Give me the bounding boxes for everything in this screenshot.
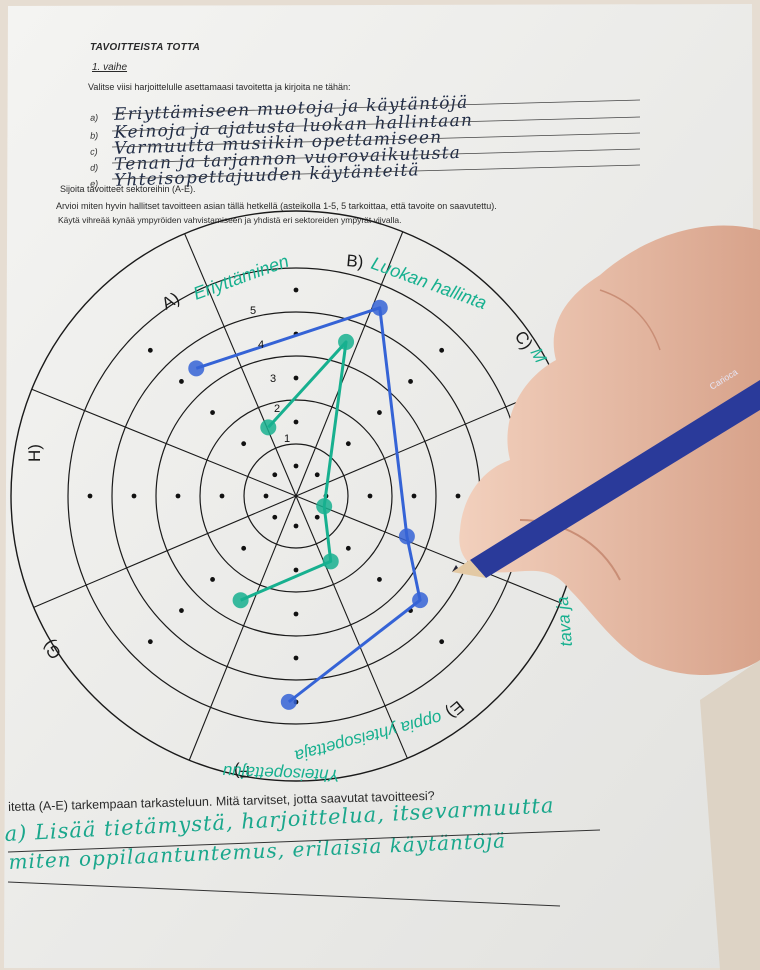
wheel-spoke: [33, 495, 297, 608]
scale-dot: [411, 493, 417, 499]
scale-dot: [219, 493, 225, 499]
scale-dot: [293, 419, 299, 425]
scale-dot: [147, 347, 153, 353]
scale-dot: [87, 493, 93, 499]
scale-dot: [293, 463, 299, 469]
blue-pen: [452, 380, 760, 578]
scale-dot: [367, 493, 373, 499]
scale-dot: [147, 639, 153, 645]
scale-dot: [293, 655, 299, 661]
scale-dot: [293, 611, 299, 617]
blue-score-point: [188, 360, 205, 377]
scale-dot: [439, 639, 445, 645]
scale-dot: [131, 493, 137, 499]
blue-score-point: [398, 528, 415, 545]
scale-dot: [175, 493, 181, 499]
scale-dot: [377, 577, 382, 582]
scale-dot: [408, 379, 413, 384]
scale-dot: [314, 472, 320, 478]
worksheet-title: TAVOITTEISTA TOTTA: [90, 42, 201, 53]
sector-f-handwriting: Yhteisopettajuu: [222, 762, 340, 785]
wheel-spoke: [295, 231, 404, 497]
wheel-spoke: [184, 233, 297, 497]
place-instruction: Sijoita tavoitteet sektoreihin (A-E).: [60, 184, 196, 194]
score-lines: [188, 299, 429, 710]
wheel-spoke: [295, 495, 561, 604]
scale-dot: [293, 287, 299, 293]
scale-dot: [314, 514, 320, 520]
blue-score-point: [280, 693, 297, 710]
sector-label-b: B): [346, 251, 365, 271]
assess-instruction-1: Arvioi miten hyvin hallitset tavoitteen …: [56, 201, 497, 211]
wheel-spoke: [295, 384, 559, 497]
scale-dot: [272, 514, 278, 520]
scale-dot: [210, 577, 215, 582]
green-score-point: [322, 553, 339, 570]
scale-dot: [293, 375, 299, 381]
sector-d-handwriting: tava ja: [553, 596, 576, 648]
wheel-rings: [10, 210, 582, 782]
hand-shape: [459, 225, 760, 675]
green-score-point: [338, 333, 355, 350]
scale-dot: [179, 379, 184, 384]
phase-label: 1. vaihe: [92, 62, 128, 73]
blue-score-point: [412, 592, 429, 609]
scale-dot: [241, 441, 247, 447]
sector-label-f: F): [234, 762, 250, 781]
scale-dot: [455, 493, 461, 499]
assess-instruction-2: Käytä vihreää kynää ympyröiden vahvistam…: [58, 215, 402, 225]
scale-dot: [179, 608, 184, 613]
scale-label-4: 4: [258, 339, 264, 351]
scale-dot: [263, 493, 269, 499]
scale-dot: [439, 347, 445, 353]
wheel-ring: [199, 399, 393, 593]
paper-sheet: [4, 4, 756, 968]
scale-dot: [345, 441, 351, 447]
goal-instruction: Valitse viisi harjoittelulle asettamaasi…: [88, 82, 351, 92]
green-score-point: [316, 498, 333, 515]
scale-dot: [293, 567, 299, 573]
scale-label-5: 5: [250, 305, 256, 317]
green-score-point: [260, 419, 277, 436]
wheel-spoke: [31, 388, 297, 497]
sector-label-h: H): [25, 444, 44, 462]
scale-dot: [345, 545, 351, 551]
scale-dot: [210, 410, 215, 415]
green-score-point: [232, 592, 249, 609]
scale-dot: [241, 545, 247, 551]
wheel-spoke: [295, 495, 408, 759]
wheel-spoke: [188, 495, 297, 761]
scale-dot: [272, 472, 278, 478]
scale-label-2: 2: [274, 403, 280, 415]
scale-label-1: 1: [284, 433, 290, 445]
blue-score-point: [371, 299, 388, 316]
wheel-ring: [155, 355, 437, 637]
scale-label-3: 3: [270, 373, 276, 385]
wheel-ring: [243, 443, 349, 549]
scale-dot: [293, 523, 299, 529]
scale-dot: [377, 410, 382, 415]
